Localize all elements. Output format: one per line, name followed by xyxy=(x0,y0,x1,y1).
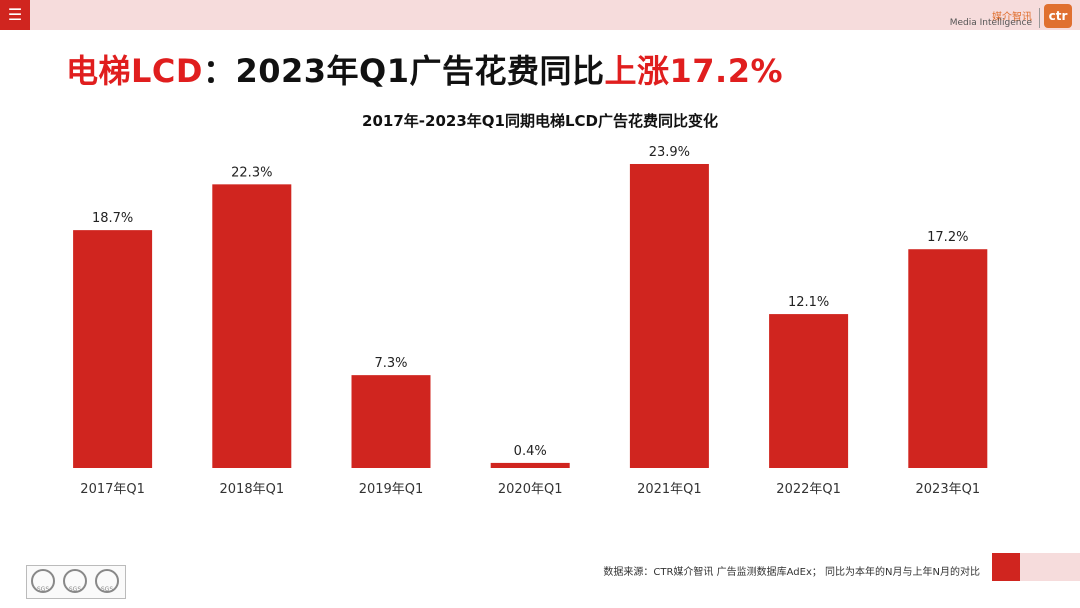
sgs-badge-icon xyxy=(31,569,55,593)
sgs-badge-label: SGS xyxy=(100,586,114,593)
sgs-badge-icon xyxy=(63,569,87,593)
x-tick-label: 2022年Q1 xyxy=(776,482,841,497)
x-tick-label: 2017年Q1 xyxy=(80,482,145,497)
bar-2019年Q1 xyxy=(351,375,431,468)
data-label: 0.4% xyxy=(514,444,547,459)
data-label: 12.1% xyxy=(788,295,829,310)
chart-title: 2017年-2023年Q1同期电梯LCD广告花费同比变化 xyxy=(362,112,718,130)
bar-2022年Q1 xyxy=(769,314,849,468)
sgs-badge-icon xyxy=(95,569,119,593)
data-label: 17.2% xyxy=(927,230,968,245)
x-tick-label: 2018年Q1 xyxy=(220,482,285,497)
logo-english-text: Media Intelligence xyxy=(949,18,1032,28)
bar-2021年Q1 xyxy=(629,163,709,468)
footer-pink-block xyxy=(1020,553,1080,581)
logo-divider xyxy=(1039,8,1040,28)
sgs-badge-label: SGS xyxy=(68,586,82,593)
x-tick-label: 2023年Q1 xyxy=(916,482,981,497)
bar-2023年Q1 xyxy=(908,249,988,468)
x-tick-label: 2020年Q1 xyxy=(498,482,563,497)
sgs-badge-label: SGS xyxy=(36,586,50,593)
headline-subject: 电梯LCD xyxy=(66,52,203,90)
menu-icon[interactable]: ☰ xyxy=(0,0,30,30)
headline-highlight: 上涨17.2% xyxy=(604,52,784,90)
data-label: 22.3% xyxy=(231,165,272,180)
bar-2017年Q1 xyxy=(73,230,153,468)
ctr-logo: ctr xyxy=(1044,4,1072,28)
certification-badges: SGS SGS SGS xyxy=(26,565,126,599)
data-label: 7.3% xyxy=(374,356,407,371)
bar-2020年Q1 xyxy=(490,462,570,468)
top-bar xyxy=(0,0,1080,30)
x-tick-label: 2021年Q1 xyxy=(637,482,702,497)
footer-accent-block xyxy=(992,553,1020,581)
x-tick-label: 2019年Q1 xyxy=(359,482,424,497)
data-source-note: 数据来源：CTR媒介智讯 广告监测数据库AdEx； 同比为本年的N月与上年N月的… xyxy=(603,567,980,578)
bar-2018年Q1 xyxy=(212,184,292,468)
logo-chinese-text: 媒介智讯 xyxy=(992,12,1032,23)
data-label: 23.9% xyxy=(649,145,690,160)
headline-middle: ：2023年Q1广告花费同比 xyxy=(202,52,605,90)
data-label: 18.7% xyxy=(92,211,133,226)
page-headline: 电梯LCD：2023年Q1广告花费同比上涨17.2% xyxy=(66,46,783,92)
